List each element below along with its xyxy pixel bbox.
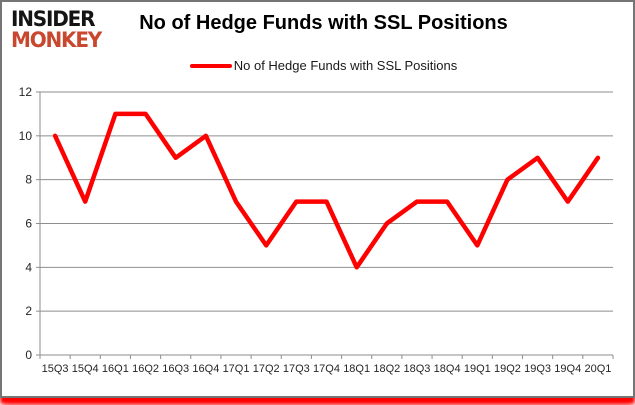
- x-tick-label: 19Q4: [554, 363, 581, 375]
- x-tick-label: 17Q1: [223, 363, 250, 375]
- chart-title: No of Hedge Funds with SSL Positions: [139, 12, 508, 34]
- y-tick-label: 12: [19, 85, 33, 99]
- y-tick-label: 2: [25, 304, 32, 318]
- x-tick-label: 19Q1: [464, 363, 491, 375]
- y-tick-label: 0: [25, 348, 32, 362]
- x-tick-label: 19Q2: [494, 363, 521, 375]
- x-tick-label: 19Q3: [524, 363, 551, 375]
- insider-monkey-logo: INSIDER MONKEY: [11, 5, 102, 53]
- chart-legend: No of Hedge Funds with SSL Positions: [2, 58, 633, 73]
- legend-label: No of Hedge Funds with SSL Positions: [233, 58, 458, 73]
- x-tick-label: 17Q3: [283, 363, 310, 375]
- x-tick-label: 18Q2: [373, 363, 400, 375]
- x-tick-label: 16Q2: [132, 363, 159, 375]
- x-tick-label: 16Q1: [102, 363, 129, 375]
- x-tick-label: 17Q2: [253, 363, 280, 375]
- y-tick-label: 4: [25, 260, 32, 274]
- x-tick-label: 20Q1: [584, 363, 611, 375]
- x-tick-label: 18Q3: [404, 363, 431, 375]
- x-tick-label: 18Q4: [434, 363, 461, 375]
- series-line-ssl: [52, 111, 601, 270]
- x-tick-label: 17Q4: [313, 363, 340, 375]
- x-tick-label: 18Q1: [343, 363, 370, 375]
- y-tick-label: 8: [25, 173, 32, 187]
- y-tick-label: 10: [19, 129, 33, 143]
- x-tick-label: 15Q4: [72, 363, 99, 375]
- y-tick-label: 6: [25, 217, 32, 231]
- logo-line-monkey: MONKEY: [11, 26, 102, 53]
- x-tick-label: 16Q4: [192, 363, 219, 375]
- x-tick-label: 15Q3: [42, 363, 69, 375]
- logo-line-insider: INSIDER: [11, 5, 95, 32]
- legend-line-swatch: [189, 63, 232, 68]
- x-tick-label: 16Q3: [162, 363, 189, 375]
